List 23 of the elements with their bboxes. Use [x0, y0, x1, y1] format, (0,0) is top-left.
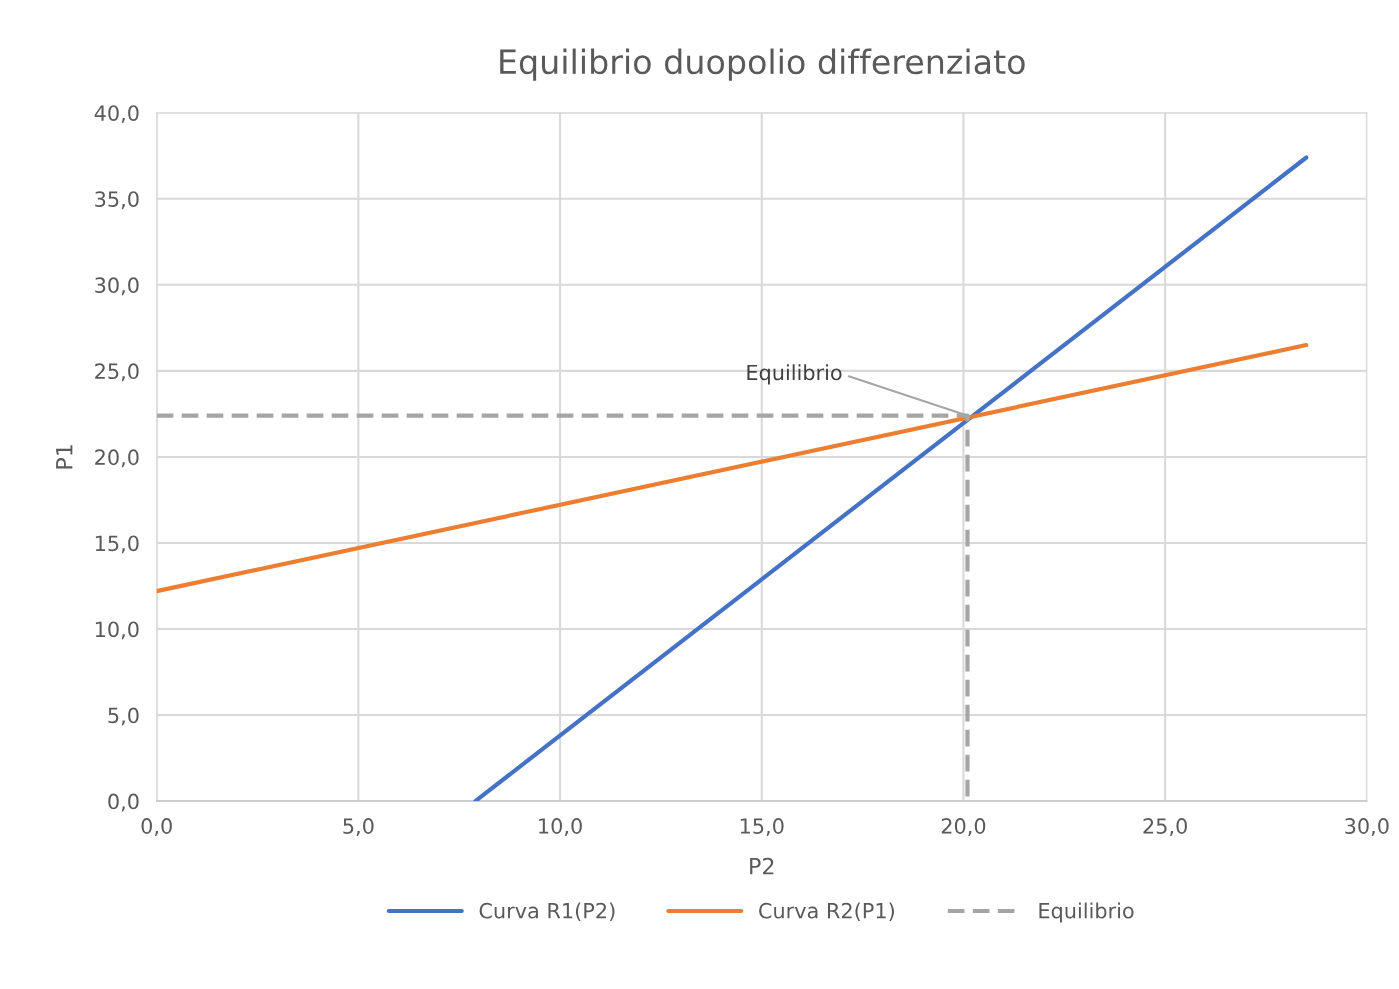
x-tick-label: 15,0: [740, 818, 784, 837]
y-tick-label: 20,0: [95, 449, 139, 468]
y-tick-label: 0,0: [108, 793, 139, 812]
y-tick-label: 5,0: [108, 707, 139, 726]
x-tick-label: 30,0: [1345, 818, 1389, 837]
x-axis-title: P2: [750, 857, 774, 875]
x-tick-label: 25,0: [1143, 818, 1187, 837]
y-tick-label: 15,0: [95, 535, 139, 554]
x-tick-label: 10,0: [539, 818, 582, 837]
legend-label: Curva R1(P2): [479, 902, 615, 922]
x-tick-label: 5,0: [343, 818, 374, 837]
y-tick-label: 40,0: [94, 105, 139, 124]
x-tick-label: 20,0: [941, 818, 986, 837]
y-tick-label: 35,0: [95, 191, 139, 210]
legend-label: Curva R2(P1): [759, 902, 894, 922]
y-axis-title: P1: [56, 445, 73, 469]
y-tick-label: 10,0: [95, 621, 139, 640]
y-tick-label: 25,0: [95, 363, 139, 382]
legend-label: Equilibrio: [1039, 902, 1134, 923]
annotation: Equilibrio: [747, 364, 842, 385]
chart-title: Equilibrio duopolio differenziato: [500, 48, 1025, 81]
y-tick-label: 30,0: [95, 277, 139, 296]
x-tick-label: 0,0: [141, 818, 172, 837]
